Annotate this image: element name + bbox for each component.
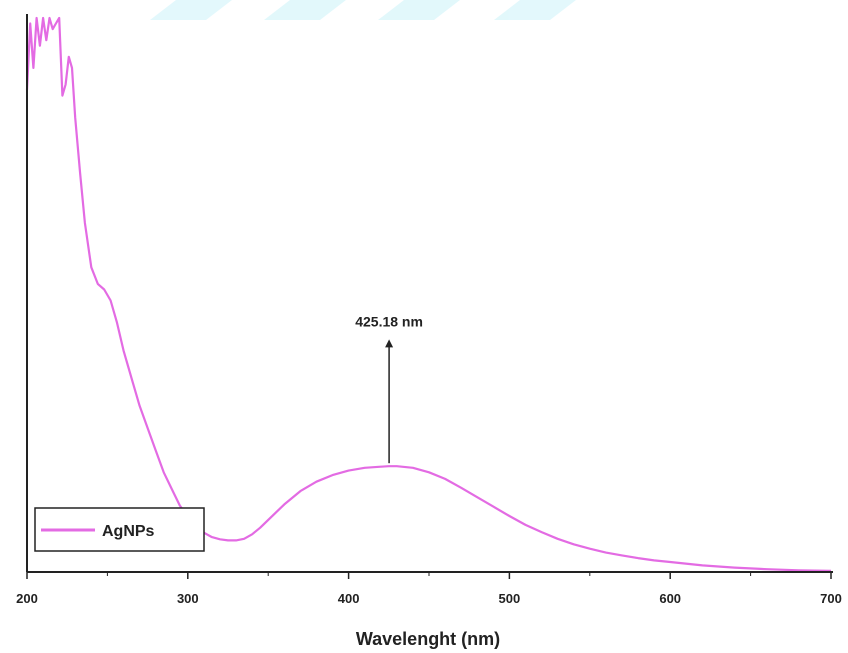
x-tick-label: 200 <box>16 591 38 606</box>
x-tick-label: 500 <box>499 591 521 606</box>
peak-annotation-label: 425.18 nm <box>355 313 423 329</box>
x-tick-label: 400 <box>338 591 360 606</box>
watermark <box>150 0 576 20</box>
x-axis-label: Wavelenght (nm) <box>356 629 500 649</box>
peak-arrow-head <box>385 339 394 348</box>
x-tick-label: 300 <box>177 591 199 606</box>
x-axis: 200 300 400 500 600 700 <box>16 571 842 606</box>
series-line-agnps <box>25 16 832 572</box>
legend: AgNPs <box>34 507 205 552</box>
legend-label-agnps: AgNPs <box>102 523 155 540</box>
plot-area <box>25 16 832 572</box>
x-tick-label: 600 <box>659 591 681 606</box>
peak-annotation: 425.18 nm <box>355 313 423 464</box>
x-tick-label: 700 <box>820 591 842 606</box>
